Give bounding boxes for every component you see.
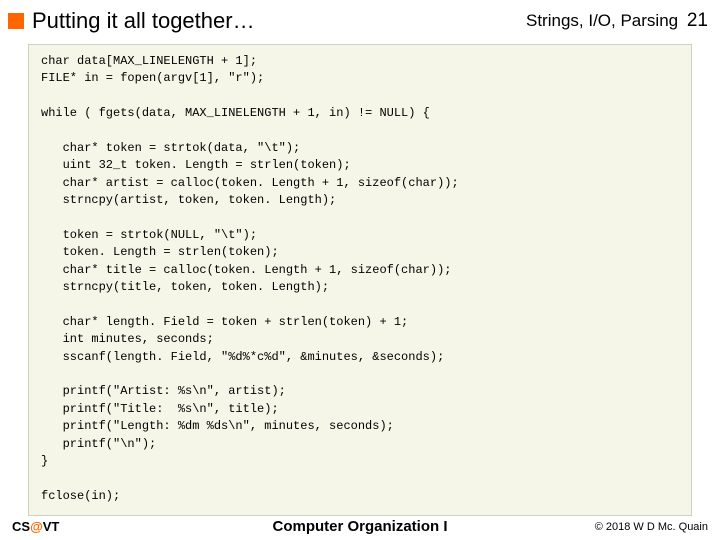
footer-center: Computer Organization I [0, 518, 720, 535]
slide-title: Putting it all together… [32, 8, 526, 34]
page-number: 21 [687, 10, 708, 31]
slide-header: Putting it all together… Strings, I/O, P… [0, 0, 720, 38]
accent-bar [8, 13, 24, 29]
code-block: char data[MAX_LINELENGTH + 1]; FILE* in … [28, 44, 692, 516]
header-topic-group: Strings, I/O, Parsing 21 [526, 10, 708, 32]
slide-footer: Computer Organization I CS@VT © 2018 W D… [0, 519, 720, 534]
code-content: char data[MAX_LINELENGTH + 1]; FILE* in … [41, 53, 679, 505]
topic-label: Strings, I/O, Parsing [526, 11, 678, 30]
